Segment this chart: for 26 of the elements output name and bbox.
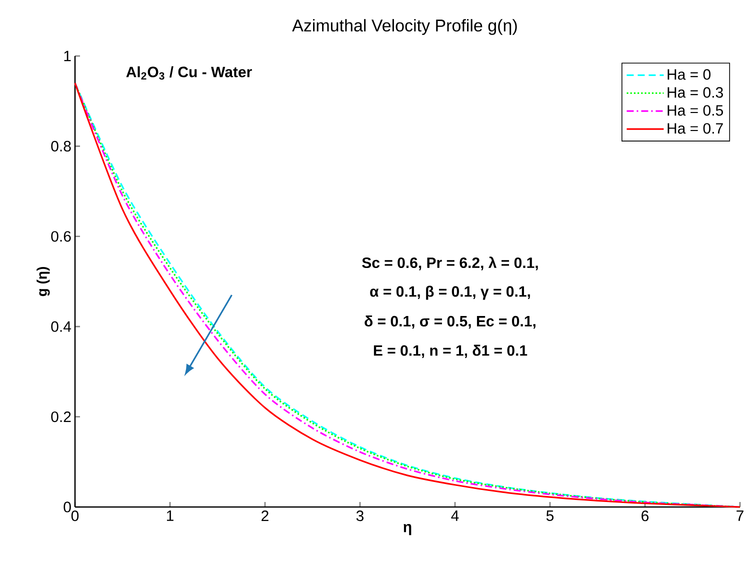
y-tick-label: 0.8	[51, 140, 71, 152]
legend-label: Ha = 0	[668, 69, 710, 80]
legend-label: Ha = 0.5	[668, 105, 723, 116]
annotation: Sc = 0.6, Pr = 6.2, λ = 0.1,	[362, 256, 538, 270]
x-tick-label: 2	[262, 510, 268, 521]
y-tick-label: 0.2	[51, 411, 71, 422]
annotation: E = 0.1, n = 1, δ1 = 0.1	[374, 344, 528, 358]
x-tick-label: 1	[166, 510, 174, 521]
y-tick-label: 0.4	[51, 321, 72, 332]
y-axis-title: g (η)	[36, 267, 50, 296]
chart-title: Azimuthal Velocity Profile g(η)	[292, 19, 517, 35]
y-tick-label: 0.6	[51, 231, 71, 242]
annotation: δ = 0.1, σ = 0.5, Ec = 0.1,	[364, 315, 536, 329]
y-tick-label: 1	[64, 50, 71, 62]
legend-label: Ha = 0.3	[668, 87, 723, 98]
x-tick-label: 7	[736, 510, 744, 521]
x-tick-label: 3	[356, 510, 364, 522]
x-axis-title: η	[404, 524, 412, 536]
x-tick-label: 4	[451, 510, 459, 521]
annotation: α = 0.1, β = 0.1, γ = 0.1,	[370, 286, 530, 300]
x-tick-label: 5	[546, 510, 554, 521]
x-tick-label: 0	[71, 510, 79, 522]
x-tick-label: 6	[642, 510, 649, 522]
y-tick-label: 0	[64, 502, 71, 512]
legend-label: Ha = 0.7	[668, 123, 723, 134]
annotation: Al$_{2}$O$_{3}$ / Cu - Water	[126, 66, 252, 80]
